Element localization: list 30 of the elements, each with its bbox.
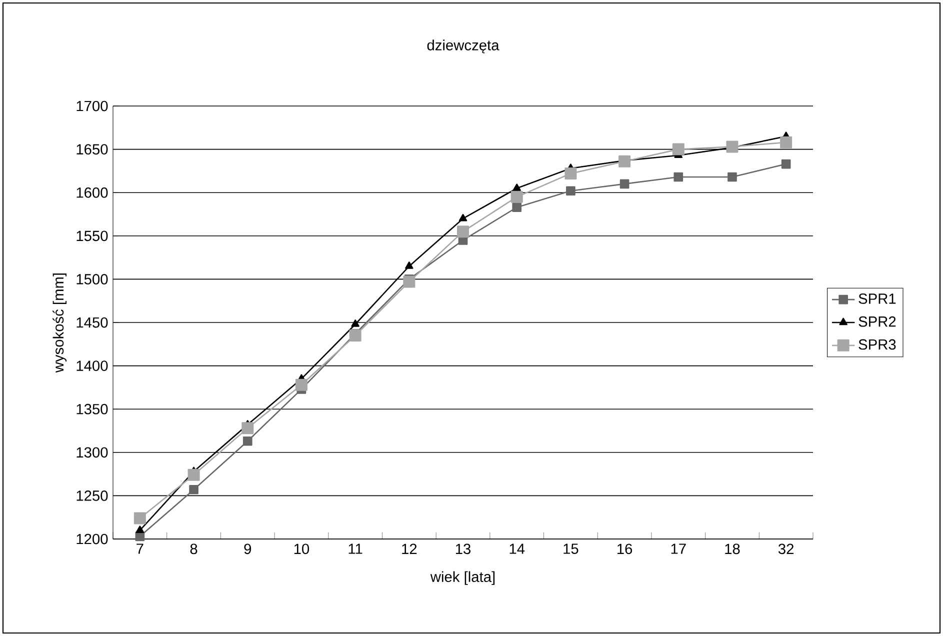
x-tick-label: 9 — [244, 544, 252, 554]
x-tick-label: 8 — [190, 544, 198, 554]
x-tick-label: 14 — [510, 544, 525, 554]
x-tick-label: 16 — [617, 544, 632, 554]
chart-title: dziewczęta — [427, 40, 500, 54]
x-tick-label: 18 — [725, 544, 740, 554]
x-tick-label: 10 — [294, 544, 310, 554]
y-tick-label: 1650 — [76, 144, 108, 154]
y-tick-label: 1250 — [76, 490, 108, 501]
y-tick-label: 1400 — [76, 360, 108, 371]
x-axis-title: wiek [lata] — [430, 571, 495, 585]
x-tick-label: 15 — [564, 544, 578, 554]
y-tick-label: 1350 — [76, 404, 108, 414]
y-axis-title: wysokość [mm] — [52, 273, 66, 373]
y-tick-label: 1600 — [76, 187, 108, 198]
y-tick-label: 1300 — [76, 447, 108, 458]
legend-label: SPR3 — [858, 339, 896, 350]
x-tick-label: 32 — [778, 544, 794, 554]
y-tick-label: 1500 — [76, 274, 108, 284]
x-tick-label: 11 — [348, 544, 362, 554]
y-tick-label: 1200 — [76, 534, 108, 544]
x-tick-label: 13 — [456, 544, 471, 554]
legend-label: SPR2 — [858, 316, 896, 327]
y-tick-label: 1450 — [76, 317, 108, 328]
legend-label: SPR1 — [858, 293, 896, 304]
y-tick-label: 1550 — [76, 230, 108, 242]
x-tick-label: 17 — [671, 544, 686, 554]
y-tick-label: 1700 — [76, 100, 108, 112]
x-tick-label: 12 — [402, 544, 417, 554]
x-tick-label: 7 — [136, 544, 144, 554]
